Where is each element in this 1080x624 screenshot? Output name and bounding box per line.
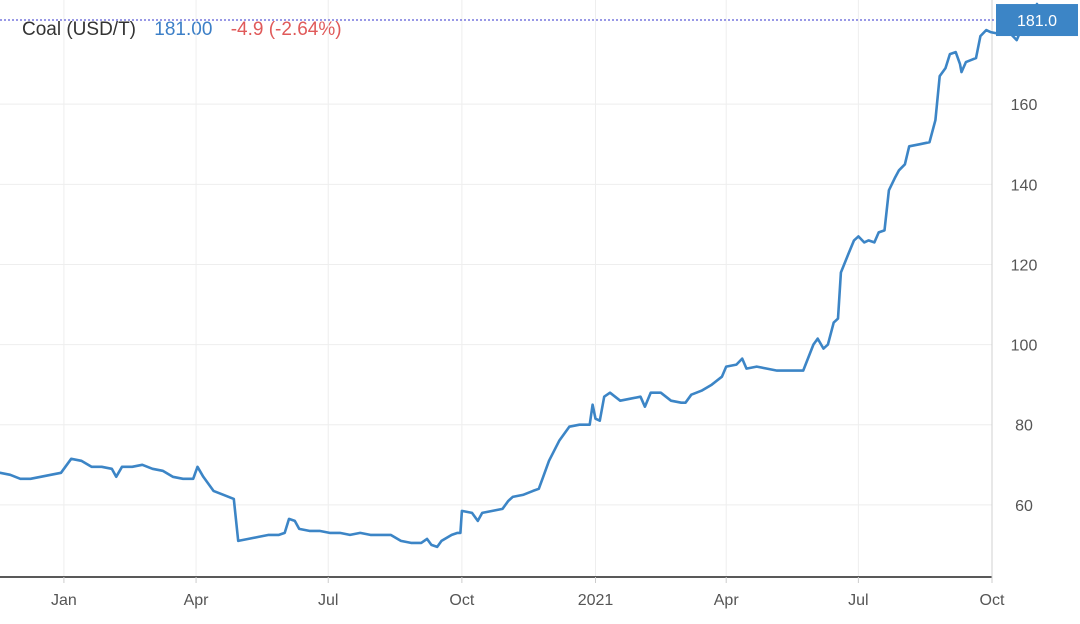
y-tick-label: 80 bbox=[1015, 418, 1033, 435]
x-tick-label: Oct bbox=[449, 592, 474, 609]
price-change: -4.9 (-2.64%) bbox=[230, 19, 342, 40]
x-tick-label: Jul bbox=[848, 592, 868, 609]
y-tick-label: 140 bbox=[1011, 177, 1038, 194]
y-tick-label: 120 bbox=[1011, 257, 1038, 274]
x-tick-label: Oct bbox=[980, 592, 1005, 609]
x-tick-label: Jul bbox=[318, 592, 338, 609]
last-price-tag-label: 181.0 bbox=[1017, 13, 1057, 30]
x-tick-label: Apr bbox=[714, 592, 740, 609]
price-series-line bbox=[0, 2, 1043, 549]
y-tick-label: 100 bbox=[1011, 338, 1038, 355]
x-tick-label: Apr bbox=[184, 592, 210, 609]
last-price: 181.00 bbox=[154, 19, 213, 40]
chart-header: Coal (USD/T) 181.00 -4.9 (-2.64%) bbox=[22, 19, 355, 41]
x-axis-ticks: Jan Apr Jul Oct 2021 Apr Jul Oct bbox=[51, 577, 1005, 609]
x-tick-label: Jan bbox=[51, 592, 77, 609]
horizontal-gridlines bbox=[0, 103, 992, 506]
y-tick-label: 60 bbox=[1015, 498, 1033, 515]
series-name: Coal (USD/T) bbox=[22, 19, 137, 40]
x-tick-label: 2021 bbox=[578, 592, 614, 609]
vertical-gridlines bbox=[63, 0, 993, 577]
y-tick-label: 160 bbox=[1011, 97, 1038, 114]
last-price-tag-background bbox=[996, 4, 1078, 37]
y-axis-ticks: 60 80 100 120 140 160 bbox=[1011, 97, 1038, 515]
last-price-tag: 181.0 bbox=[996, 4, 1078, 37]
